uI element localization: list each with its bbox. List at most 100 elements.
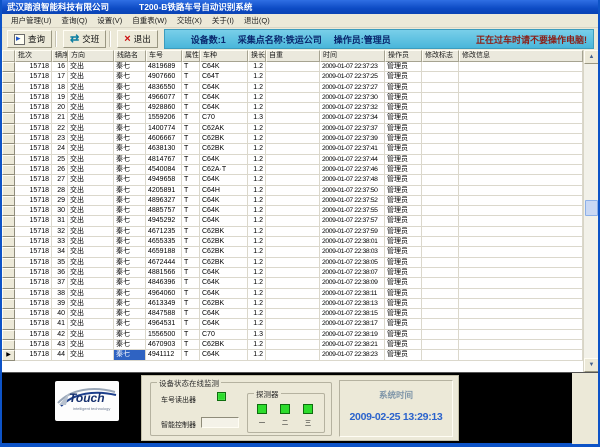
- cell-属性[interactable]: T: [182, 123, 200, 135]
- cell-方向[interactable]: 交出: [68, 278, 114, 289]
- cell-换长[interactable]: 1.2: [248, 82, 266, 93]
- cell-换长[interactable]: 1.2: [248, 216, 266, 227]
- row-selector[interactable]: [2, 164, 15, 176]
- cell-修改标志[interactable]: [422, 134, 459, 145]
- cell-批次[interactable]: 15718: [15, 319, 52, 330]
- cell-操作员[interactable]: 管理员: [385, 309, 422, 320]
- cell-自重[interactable]: [266, 144, 320, 155]
- cell-操作员[interactable]: 管理员: [385, 113, 422, 124]
- cell-修改信息[interactable]: [459, 72, 583, 83]
- cell-时间[interactable]: 2009-01-07 22:37:48: [320, 175, 385, 186]
- cell-自重[interactable]: [266, 237, 320, 248]
- cell-车号[interactable]: 4964060: [146, 288, 182, 299]
- cell-批次[interactable]: 15718: [15, 82, 52, 93]
- cell-换长[interactable]: 1.3: [248, 329, 266, 341]
- cell-修改标志[interactable]: [422, 216, 459, 227]
- column-header-9[interactable]: 自重: [266, 50, 320, 62]
- cell-辆序[interactable]: 28: [52, 185, 68, 196]
- cell-换长[interactable]: 1.2: [248, 257, 266, 268]
- cell-时间[interactable]: 2009-01-07 22:37:34: [320, 113, 385, 124]
- row-selector[interactable]: [2, 185, 15, 196]
- cell-自重[interactable]: [266, 206, 320, 217]
- cell-时间[interactable]: 2009-01-07 22:37:27: [320, 82, 385, 93]
- cell-批次[interactable]: 15718: [15, 267, 52, 279]
- cell-方向[interactable]: 交出: [68, 123, 114, 135]
- cell-方向[interactable]: 交出: [68, 113, 114, 124]
- cell-辆序[interactable]: 17: [52, 72, 68, 83]
- cell-车号[interactable]: 4885757: [146, 206, 182, 217]
- cell-车种[interactable]: C64K: [200, 267, 248, 279]
- row-selector[interactable]: [2, 134, 15, 145]
- cell-车号[interactable]: 4881566: [146, 267, 182, 279]
- cell-辆序[interactable]: 18: [52, 82, 68, 93]
- cell-属性[interactable]: T: [182, 237, 200, 248]
- cell-辆序[interactable]: 36: [52, 267, 68, 279]
- cell-线路名[interactable]: 秦七: [114, 216, 146, 227]
- cell-时间[interactable]: 2009-01-07 22:37:44: [320, 154, 385, 165]
- cell-时间[interactable]: 2009-01-07 22:38:11: [320, 288, 385, 299]
- cell-车种[interactable]: C62BK: [200, 298, 248, 310]
- cell-换长[interactable]: 1.2: [248, 164, 266, 176]
- cell-车种[interactable]: C62BK: [200, 144, 248, 155]
- cell-操作员[interactable]: 管理员: [385, 123, 422, 135]
- cell-车种[interactable]: C64K: [200, 309, 248, 320]
- cell-操作员[interactable]: 管理员: [385, 195, 422, 207]
- cell-操作员[interactable]: 管理员: [385, 226, 422, 238]
- cell-方向[interactable]: 交出: [68, 134, 114, 145]
- cell-换长[interactable]: 1.2: [248, 278, 266, 289]
- cell-操作员[interactable]: 管理员: [385, 82, 422, 93]
- cell-方向[interactable]: 交出: [68, 82, 114, 93]
- cell-线路名[interactable]: 秦七: [114, 72, 146, 83]
- cell-车号[interactable]: 4846396: [146, 278, 182, 289]
- cell-自重[interactable]: [266, 329, 320, 341]
- column-header-1[interactable]: 批次: [15, 50, 52, 62]
- cell-换长[interactable]: 1.2: [248, 237, 266, 248]
- cell-自重[interactable]: [266, 257, 320, 268]
- cell-自重[interactable]: [266, 123, 320, 135]
- cell-换长[interactable]: 1.2: [248, 123, 266, 135]
- cell-时间[interactable]: 2009-01-07 22:38:23: [320, 350, 385, 361]
- cell-时间[interactable]: 2009-01-07 22:38:13: [320, 298, 385, 310]
- cell-方向[interactable]: 交出: [68, 216, 114, 227]
- cell-操作员[interactable]: 管理员: [385, 103, 422, 114]
- cell-车号[interactable]: 4964531: [146, 319, 182, 330]
- cell-修改信息[interactable]: [459, 309, 583, 320]
- cell-修改标志[interactable]: [422, 195, 459, 207]
- cell-属性[interactable]: T: [182, 329, 200, 341]
- cell-车种[interactable]: C64K: [200, 154, 248, 165]
- cell-修改信息[interactable]: [459, 257, 583, 268]
- cell-线路名[interactable]: 秦七: [114, 237, 146, 248]
- scroll-down-button[interactable]: ▼: [584, 358, 598, 372]
- cell-批次[interactable]: 15718: [15, 237, 52, 248]
- cell-线路名[interactable]: 秦七: [114, 62, 146, 73]
- cell-修改标志[interactable]: [422, 92, 459, 104]
- cell-车号[interactable]: 4847588: [146, 309, 182, 320]
- cell-车种[interactable]: C64K: [200, 216, 248, 227]
- menu-query[interactable]: 查询(Q): [61, 16, 88, 25]
- cell-辆序[interactable]: 41: [52, 319, 68, 330]
- cell-批次[interactable]: 15718: [15, 278, 52, 289]
- cell-车号[interactable]: 1559206: [146, 113, 182, 124]
- cell-车种[interactable]: C62BK: [200, 257, 248, 268]
- cell-操作员[interactable]: 管理员: [385, 62, 422, 73]
- cell-车号[interactable]: 4814767: [146, 154, 182, 165]
- menu-about[interactable]: 关于(I): [211, 16, 234, 25]
- cell-属性[interactable]: T: [182, 340, 200, 351]
- cell-换长[interactable]: 1.2: [248, 62, 266, 73]
- column-header-10[interactable]: 时间: [320, 50, 385, 62]
- cell-方向[interactable]: 交出: [68, 319, 114, 330]
- cell-时间[interactable]: 2009-01-07 22:37:52: [320, 195, 385, 207]
- cell-自重[interactable]: [266, 309, 320, 320]
- cell-线路名[interactable]: 秦七: [114, 144, 146, 155]
- cell-修改信息[interactable]: [459, 319, 583, 330]
- column-header-12[interactable]: 修改标志: [422, 50, 459, 62]
- cell-修改信息[interactable]: [459, 206, 583, 217]
- cell-修改信息[interactable]: [459, 298, 583, 310]
- cell-自重[interactable]: [266, 247, 320, 258]
- cell-线路名[interactable]: 秦七: [114, 288, 146, 299]
- cell-车号[interactable]: 4205891: [146, 185, 182, 196]
- cell-方向[interactable]: 交出: [68, 288, 114, 299]
- cell-修改信息[interactable]: [459, 92, 583, 104]
- cell-自重[interactable]: [266, 340, 320, 351]
- cell-修改标志[interactable]: [422, 175, 459, 186]
